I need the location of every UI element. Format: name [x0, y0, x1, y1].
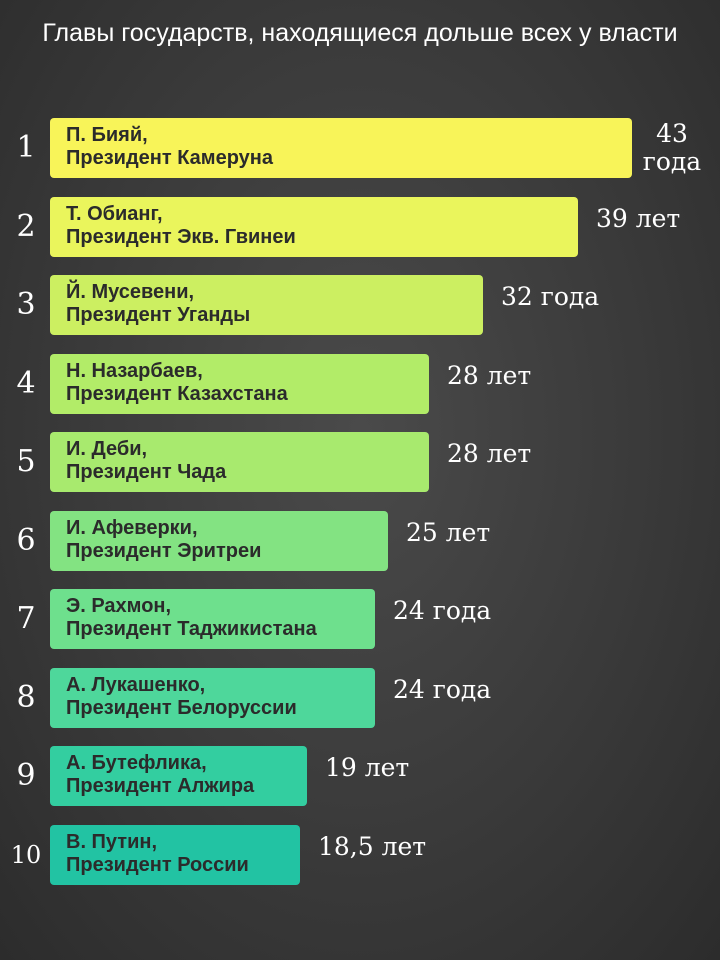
bar: И. Деби, Президент Чада: [50, 432, 429, 492]
value-label: 43 года: [642, 119, 702, 176]
rank-number: 7: [16, 601, 36, 636]
bar: В. Путин, Президент России: [50, 825, 300, 885]
bar: А. Бутефлика, Президент Алжира: [50, 746, 307, 806]
rank-number: 2: [16, 209, 36, 244]
bar-label: Т. Обианг, Президент Экв. Гвинеи: [66, 203, 296, 248]
rank-number: 9: [16, 758, 36, 793]
bar-label: А. Бутефлика, Президент Алжира: [66, 752, 255, 797]
value-label: 24 года: [393, 596, 492, 625]
bar-label: П. Бияй, Президент Камеруна: [66, 124, 273, 169]
bar-label: И. Деби, Президент Чада: [66, 438, 227, 483]
value-label: 28 лет: [447, 439, 532, 468]
bar: Н. Назарбаев, Президент Казахстана: [50, 354, 429, 414]
rank-number: 1: [16, 130, 36, 165]
bar-label: В. Путин, Президент России: [66, 831, 249, 876]
rank-number: 5: [16, 444, 36, 479]
bar: П. Бияй, Президент Камеруна: [50, 118, 632, 178]
bar: А. Лукашенко, Президент Белоруссии: [50, 668, 375, 728]
bar-label: И. Афеверки, Президент Эритреи: [66, 517, 262, 562]
bar: Й. Мусевени, Президент Уганды: [50, 275, 483, 335]
value-label: 24 года: [393, 675, 492, 704]
value-label: 28 лет: [447, 361, 532, 390]
bar-label: А. Лукашенко, Президент Белоруссии: [66, 674, 297, 719]
bar: Т. Обианг, Президент Экв. Гвинеи: [50, 197, 578, 257]
value-label: 39 лет: [596, 204, 681, 233]
value-label: 18,5 лет: [318, 832, 427, 861]
bar: И. Афеверки, Президент Эритреи: [50, 511, 388, 571]
bar-label: Й. Мусевени, Президент Уганды: [66, 281, 251, 326]
rank-number: 8: [16, 680, 36, 715]
bar-label: Н. Назарбаев, Президент Казахстана: [66, 360, 288, 405]
value-label: 19 лет: [325, 753, 410, 782]
value-label: 32 года: [501, 282, 600, 311]
value-label: 25 лет: [406, 518, 491, 547]
bar-label: Э. Рахмон, Президент Таджикистана: [66, 595, 317, 640]
chart-title: Главы государств, находящиеся дольше все…: [42, 19, 678, 47]
rank-number: 10: [10, 841, 42, 869]
bar: Э. Рахмон, Президент Таджикистана: [50, 589, 375, 649]
rank-number: 4: [16, 366, 36, 401]
rank-number: 3: [16, 287, 36, 322]
rank-number: 6: [16, 523, 36, 558]
